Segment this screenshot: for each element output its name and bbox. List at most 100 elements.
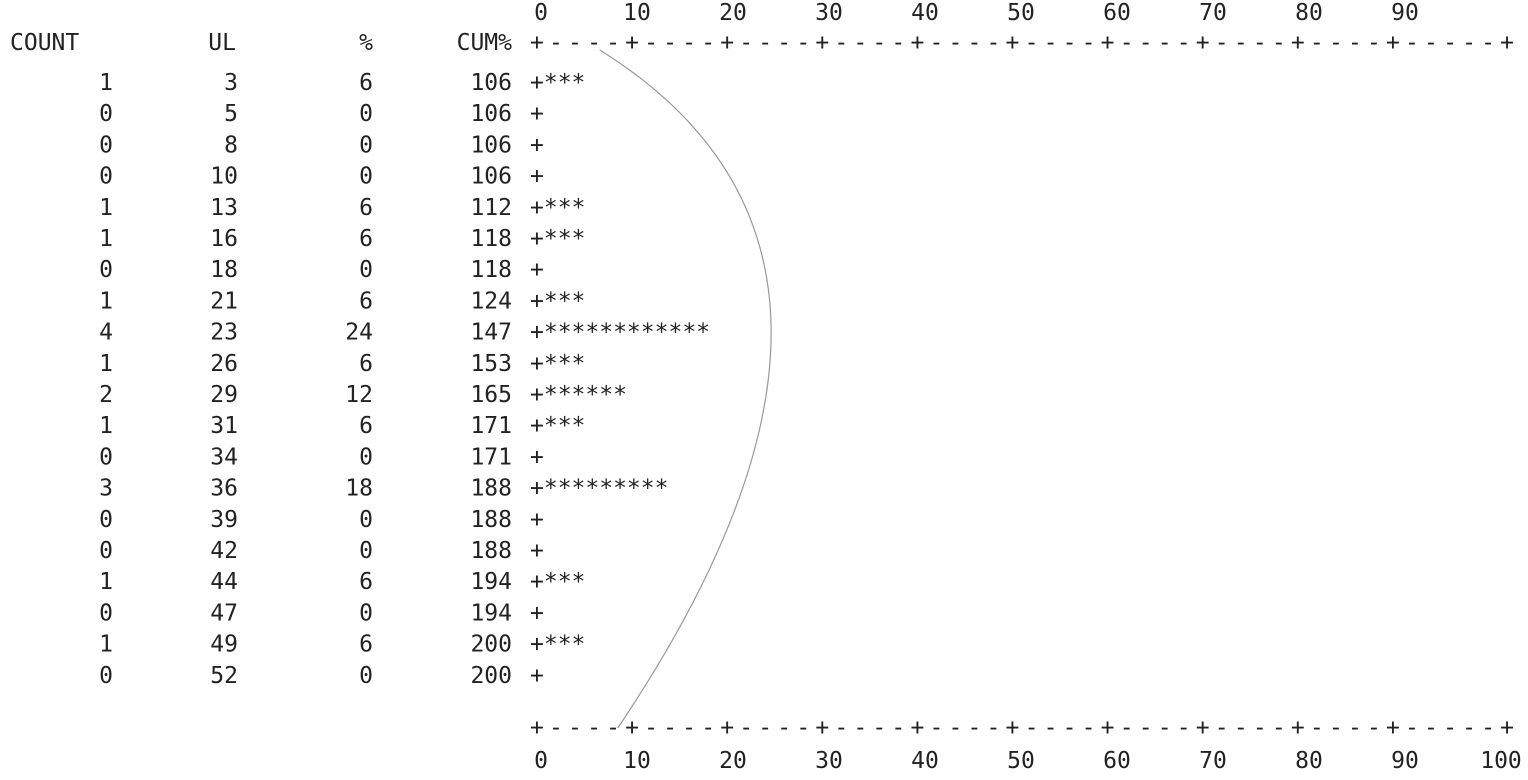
histogram-bar: +*** [530,70,585,96]
ul-value: 44 [210,569,238,595]
ul-value: 21 [210,288,238,314]
count-value: 2 [99,382,113,408]
axis-top-tick-label: 20 [719,0,747,26]
percent-value: 0 [359,600,373,626]
percent-value: 0 [359,507,373,533]
histogram-bar: +************ [530,320,710,346]
axis-bottom-rule: +----+----+----+----+----+----+----+----… [530,715,1514,741]
percent-value: 6 [359,195,373,221]
histogram-bar: + [530,164,544,190]
percent-value: 6 [359,288,373,314]
ul-value: 31 [210,413,238,439]
axis-bottom-tick-label: 40 [911,748,939,774]
axis-top-rule: +----+----+----+----+----+----+----+----… [530,30,1514,56]
axis-bottom-tick-label: 10 [623,748,651,774]
percent-value: 6 [359,226,373,252]
count-value: 0 [99,257,113,283]
cum-percent-value: 194 [470,569,512,595]
histogram-bar: +*** [530,226,585,252]
count-value: 1 [99,413,113,439]
axis-bottom-tick-label: 60 [1103,748,1131,774]
percent-value: 0 [359,663,373,689]
histogram-bar: + [530,538,544,564]
histogram-bar: + [530,132,544,158]
count-value: 1 [99,632,113,658]
histogram-bar: + [530,257,544,283]
cum-percent-value: 171 [470,444,512,470]
cum-percent-value: 106 [470,101,512,127]
percent-value: 6 [359,632,373,658]
cum-percent-value: 106 [470,132,512,158]
axis-top-tick-label: 60 [1103,0,1131,26]
axis-top-tick-label: 40 [911,0,939,26]
ul-value: 52 [210,663,238,689]
count-value: 1 [99,288,113,314]
percent-value: 6 [359,351,373,377]
axis-bottom-tick-label: 90 [1391,748,1419,774]
cum-percent-value: 106 [470,164,512,190]
column-header: COUNT [10,30,79,56]
histogram-bar: +*** [530,413,585,439]
count-value: 4 [99,320,113,346]
percent-value: 0 [359,164,373,190]
axis-bottom-tick-label: 0 [534,748,548,774]
cum-percent-value: 153 [470,351,512,377]
percent-value: 12 [345,382,373,408]
axis-top-tick-label: 70 [1199,0,1227,26]
ul-value: 34 [210,444,238,470]
axis-top-tick-label: 0 [534,0,548,26]
percent-value: 18 [345,476,373,502]
cum-percent-value: 106 [470,70,512,96]
histogram-bar: + [530,663,544,689]
ul-value: 5 [224,101,238,127]
column-header: CUM% [457,30,513,56]
cum-percent-value: 200 [470,632,512,658]
percent-value: 0 [359,257,373,283]
histogram-bar: + [530,507,544,533]
percent-value: 24 [345,320,373,346]
axis-top-tick-label: 80 [1295,0,1323,26]
cum-percent-value: 124 [470,288,512,314]
axis-top-tick-label: 50 [1007,0,1035,26]
ul-value: 39 [210,507,238,533]
axis-bottom-tick-label: 50 [1007,748,1035,774]
percent-value: 0 [359,132,373,158]
histogram-bar: +********* [530,476,668,502]
ul-value: 10 [210,164,238,190]
percent-value: 0 [359,444,373,470]
ul-value: 36 [210,476,238,502]
count-value: 1 [99,195,113,221]
count-value: 0 [99,164,113,190]
count-value: 1 [99,226,113,252]
count-value: 0 [99,538,113,564]
percent-value: 6 [359,70,373,96]
count-value: 0 [99,101,113,127]
axis-bottom-tick-label: 80 [1295,748,1323,774]
histogram-bar: +*** [530,569,585,595]
count-value: 1 [99,70,113,96]
cum-percent-value: 188 [470,476,512,502]
percent-value: 0 [359,538,373,564]
ul-value: 13 [210,195,238,221]
cum-percent-value: 200 [470,663,512,689]
ul-value: 26 [210,351,238,377]
count-value: 1 [99,351,113,377]
cum-percent-value: 118 [470,226,512,252]
histogram-bar: + [530,101,544,127]
count-value: 0 [99,444,113,470]
ul-value: 42 [210,538,238,564]
axis-bottom-tick-label: 30 [815,748,843,774]
cum-percent-value: 165 [470,382,512,408]
percent-value: 6 [359,413,373,439]
histogram-bar: +*** [530,288,585,314]
axis-bottom-tick-label: 100 [1480,748,1522,774]
histogram-bar: +****** [530,382,627,408]
cum-percent-value: 112 [470,195,512,221]
count-value: 3 [99,476,113,502]
histogram-bar: + [530,600,544,626]
percent-value: 0 [359,101,373,127]
ul-value: 18 [210,257,238,283]
axis-top-tick-label: 30 [815,0,843,26]
